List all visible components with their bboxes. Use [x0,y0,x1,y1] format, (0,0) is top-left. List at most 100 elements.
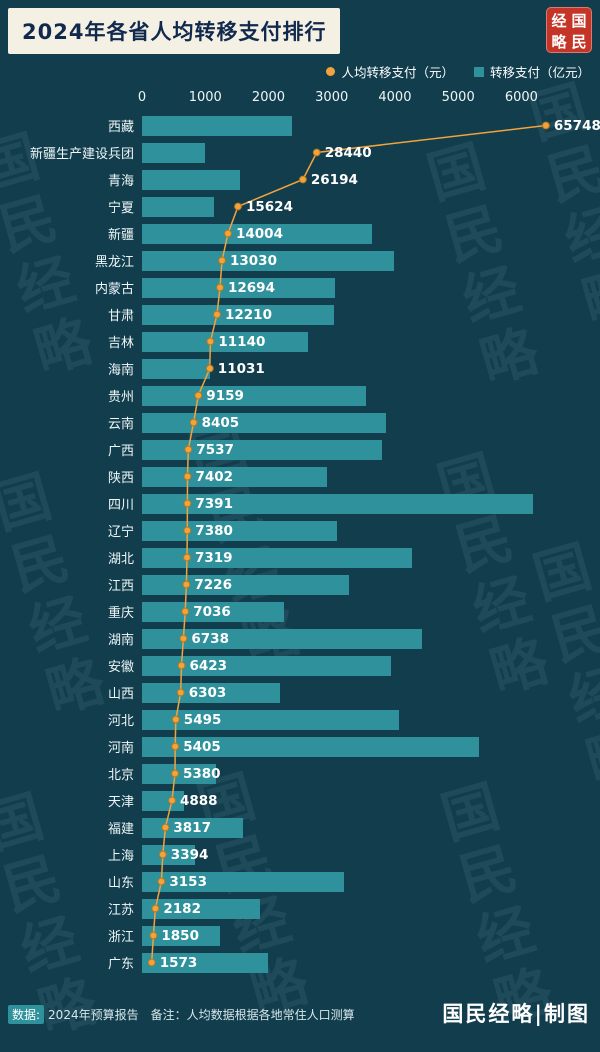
per-capita-value-label: 6738 [191,631,229,647]
chart-row: 甘肃 [0,301,600,328]
chart-row: 上海 [0,841,600,868]
bar-track [142,952,572,973]
category-label: 甘肃 [107,309,134,324]
bar-track [142,547,572,568]
category-label: 海南 [107,363,134,378]
bar-total-transfer [142,493,534,514]
per-capita-value-label: 6303 [189,685,227,701]
source-text: 2024年预算报告 [48,1008,139,1022]
per-capita-value-label: 8405 [202,415,240,431]
bar-track [142,277,572,298]
category-label: 湖南 [107,633,134,648]
chart-row: 宁夏 [0,193,600,220]
chart-row: 四川 [0,490,600,517]
bar-track [142,871,572,892]
bar-track [142,223,572,244]
per-capita-dot [171,715,180,724]
bar-track [142,142,572,163]
per-capita-value-label: 65748 [554,118,600,134]
chart-row: 广西 [0,436,600,463]
chart-row: 山东 [0,868,600,895]
per-capita-value-label: 5380 [183,766,221,782]
legend-item-bar: 转移支付（亿元） [473,62,590,81]
plot-area: 西藏 新疆生产建设兵团 青海 宁夏 新疆 黑龙江 内蒙古 甘肃 吉林 海南 贵州 云南 广西 陕西 四川 辽宁… [0,112,600,976]
per-capita-value-label: 3153 [169,874,207,890]
per-capita-dot [183,526,192,535]
chart-row: 北京 [0,760,600,787]
chart-row: 吉林 [0,328,600,355]
per-capita-dot [189,418,198,427]
category-label: 江苏 [107,903,134,918]
bar-track [142,601,572,622]
bar-track [142,844,572,865]
bar-track [142,115,572,136]
bar-track [142,439,572,460]
bar-total-transfer [142,115,292,136]
category-label: 贵州 [107,390,134,405]
axis-tick-label: 3000 [315,90,349,105]
bar-total-transfer [142,439,382,460]
category-label: 山西 [107,687,134,702]
bar-total-transfer [142,628,423,649]
bar-total-transfer [142,574,349,595]
category-label: 广西 [107,444,134,459]
per-capita-value-label: 4888 [180,793,218,809]
bar-total-transfer [142,925,220,946]
per-capita-dot [194,391,203,400]
category-label: 广东 [107,957,134,972]
per-capita-value-label: 2182 [163,901,201,917]
chart-row: 天津 [0,787,600,814]
bar-track [142,682,572,703]
category-label: 西藏 [107,120,134,135]
chart-row: 新疆生产建设兵团 [0,139,600,166]
legend-bar-label: 转移支付（亿元） [489,65,590,80]
bar-track [142,709,572,730]
per-capita-dot [171,742,180,751]
category-label: 云南 [107,417,134,432]
chart-row: 河北 [0,706,600,733]
bar-total-transfer [142,520,338,541]
per-capita-value-label: 11140 [218,334,265,350]
per-capita-dot [224,229,232,238]
chart-row: 海南 [0,355,600,382]
category-label: 天津 [107,795,134,810]
bar-track [142,331,572,352]
seal-char: 略 [551,33,567,51]
per-capita-dot [158,850,167,859]
bar-total-transfer [142,736,480,757]
bar-total-transfer [142,871,344,892]
per-capita-dot [213,310,221,319]
per-capita-dot [216,283,224,292]
per-capita-value-label: 3817 [173,820,211,836]
bar-total-transfer [142,223,372,244]
bar-total-transfer [142,790,185,811]
bar-track [142,574,572,595]
per-capita-dot [205,364,214,373]
per-capita-dot [147,958,156,967]
bar-track [142,493,572,514]
per-capita-value-label: 7537 [196,442,234,458]
per-capita-dot [182,580,191,589]
bar-total-transfer [142,331,308,352]
per-capita-value-label: 9159 [206,388,244,404]
seal-char: 经 [551,12,567,30]
category-label: 宁夏 [107,201,134,216]
chart-row: 云南 [0,409,600,436]
category-label: 新疆 [107,228,134,243]
bar-total-transfer [142,763,216,784]
axis-tick-label: 0 [137,90,147,105]
bar-track [142,790,572,811]
bar-total-transfer [142,412,387,433]
legend-square-icon [473,66,484,77]
chart-row: 青海 [0,166,600,193]
chart-row: 江苏 [0,895,600,922]
chart-row: 内蒙古 [0,274,600,301]
legend-line-label: 人均转移支付（元） [341,65,454,80]
chart-row: 安徽 [0,652,600,679]
bar-track [142,250,572,271]
chart-row: 新疆 [0,220,600,247]
bar-total-transfer [142,250,394,271]
per-capita-value-label: 7319 [195,550,233,566]
category-label: 安徽 [107,660,134,675]
chart-row: 辽宁 [0,517,600,544]
